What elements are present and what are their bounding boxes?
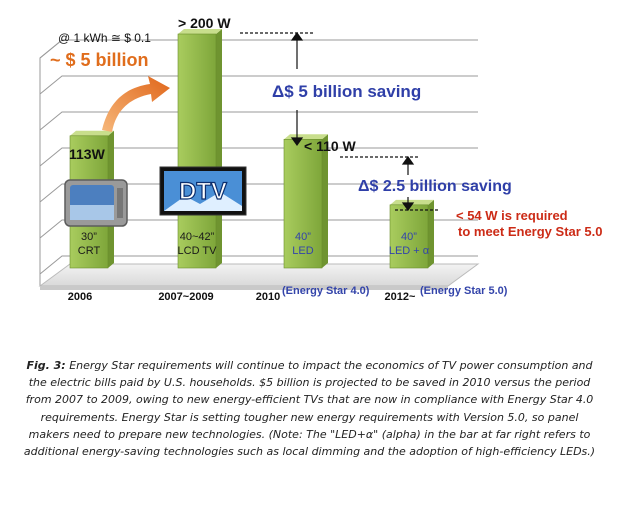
bar-20072009 (177, 33, 217, 269)
bar-side (216, 29, 222, 268)
saving-1-annotation: Δ$ 5 billion saving (272, 82, 421, 101)
caption-text: Energy Star requirements will continue t… (23, 359, 596, 459)
bar-inner-label: 40” (401, 231, 417, 243)
bar-inner-label: 30” (81, 231, 97, 243)
cost-annotation: ~ $ 5 billion (50, 50, 149, 70)
bar-inner-label: 40~42” (180, 231, 215, 243)
category-note-3: (Energy Star 5.0) (420, 285, 508, 297)
chart-floor-edge (40, 286, 448, 290)
requirement-line-2: to meet Energy Star 5.0 (458, 224, 603, 239)
category-label-3: 2012~ (385, 291, 416, 303)
bar-top (178, 29, 222, 34)
grid-lines (39, 39, 478, 286)
grid-line (39, 219, 478, 239)
saving-bracket-1 (240, 31, 314, 147)
grid-line (39, 255, 478, 275)
saving-2-annotation: Δ$ 2.5 billion saving (358, 178, 512, 195)
dtv-label: DTV (179, 178, 227, 205)
bar-inner-label: LCD TV (178, 245, 218, 257)
bar-side (428, 199, 434, 268)
bar-2010 (283, 139, 323, 269)
grid-line (39, 183, 478, 203)
figure-caption: Fig. 3: Energy Star requirements will co… (22, 357, 597, 460)
dtv-flat-screen-icon (159, 166, 247, 216)
increase-arrow-icon (102, 76, 170, 132)
bar-top (390, 199, 434, 205)
bar-inner-label: LED (292, 245, 313, 257)
crt-tv-icon (64, 179, 128, 227)
caption-label: Fig. 3: (26, 359, 66, 372)
bar-inner-label: LED + α (389, 245, 430, 257)
bar-inner-label: CRT (78, 245, 101, 257)
chart: 30” CRT 40~42” LCD TV 40” LED 40” LED + α DTV @… (38, 15, 603, 303)
rate-annotation: @ 1 kWh ≅ $ 0.1 (58, 31, 151, 45)
grid-line (39, 75, 478, 95)
bar-2012 (389, 204, 429, 269)
category-label-0: 2006 (68, 291, 92, 303)
y-axis-wall-edge (39, 39, 63, 286)
requirement-line-1: < 54 W is required (456, 208, 568, 223)
value-label-2: < 110 W (304, 138, 357, 154)
category-label-2: 2010 (256, 291, 280, 303)
bar-top (70, 130, 114, 136)
bar-inner-label: 40” (295, 231, 311, 243)
grid-line (39, 111, 478, 131)
value-label-0: 113W (69, 146, 106, 162)
grid-line (39, 147, 478, 167)
value-label-1: > 200 W (178, 15, 231, 31)
bar-side (322, 134, 328, 268)
category-note-2: (Energy Star 4.0) (282, 285, 370, 297)
saving-bracket-2 (340, 155, 440, 212)
category-label-1: 2007~2009 (158, 291, 213, 303)
